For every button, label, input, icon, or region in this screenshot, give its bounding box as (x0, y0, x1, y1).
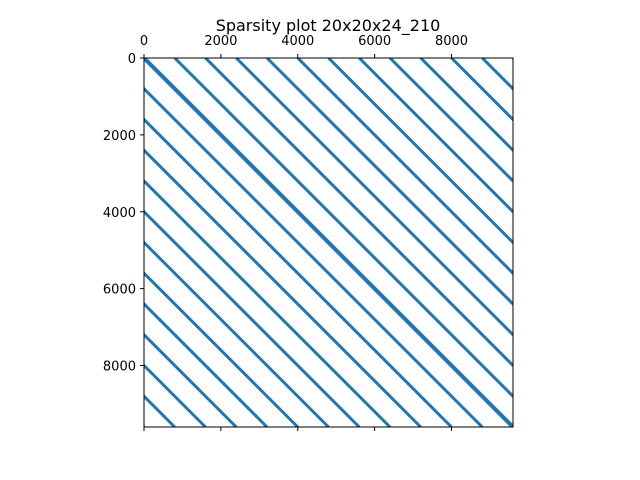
diagonal-bands (144, 58, 513, 427)
x-tick-label: 2000 (204, 34, 237, 49)
diagonal-band (144, 58, 513, 427)
plot-frame (143, 57, 514, 428)
diagonal-band (265, 58, 513, 307)
diagonal-band (173, 58, 513, 399)
diagonal-band (144, 332, 238, 427)
x-tick-label: 0 (140, 34, 148, 49)
chart-title: Sparsity plot 20x20x24_210 (216, 16, 441, 36)
diagonal-band (144, 86, 484, 427)
diagonal-band (144, 271, 299, 427)
diagonal-band (144, 209, 361, 427)
diagonal-band (144, 240, 330, 427)
diagonal-band (296, 58, 513, 276)
diagonal-band (450, 58, 513, 122)
y-tick-label: 0 (128, 52, 136, 67)
y-axis-ticks: 0 2000 4000 6000 8000 (103, 52, 144, 375)
x-tick-label: 8000 (435, 34, 468, 49)
y-tick-label: 8000 (103, 360, 136, 375)
diagonal-band (358, 58, 513, 214)
diagonal-band (388, 58, 513, 184)
y-tick-label: 6000 (103, 283, 136, 298)
diagonal-band (511, 58, 513, 61)
diagonal-band (144, 178, 392, 427)
diagonal-band (204, 58, 513, 368)
x-tick-label: 4000 (281, 34, 314, 49)
diagonal-band (144, 148, 422, 427)
x-tick-label: 6000 (358, 34, 391, 49)
diagonal-band (235, 58, 513, 337)
diagonal-band (144, 117, 453, 427)
diagonal-band (419, 58, 513, 153)
y-tick-label: 2000 (103, 129, 136, 144)
x-axis-ticks: 0 2000 4000 6000 8000 (140, 34, 468, 431)
y-tick-label: 4000 (103, 206, 136, 221)
diagonal-band (144, 301, 269, 427)
diagonal-band (327, 58, 513, 245)
